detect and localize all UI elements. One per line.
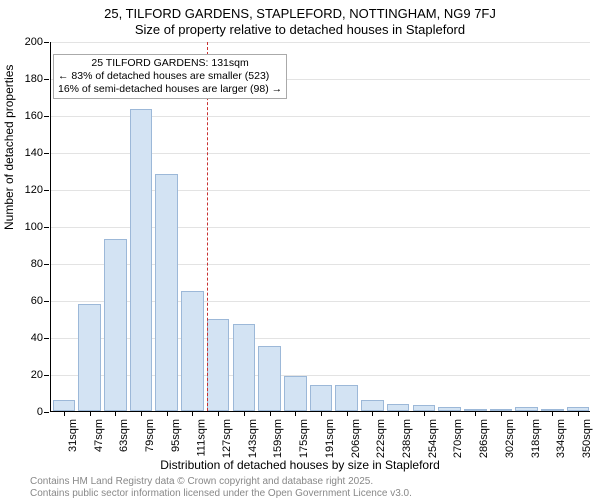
y-tick xyxy=(44,227,49,228)
x-tick xyxy=(218,411,219,416)
x-tick xyxy=(552,411,553,416)
y-tick-label: 160 xyxy=(25,110,43,122)
x-tick xyxy=(501,411,502,416)
gridline xyxy=(51,42,590,43)
x-tick xyxy=(578,411,579,416)
histogram-bar xyxy=(284,376,307,411)
y-tick xyxy=(44,375,49,376)
x-tick-label: 31sqm xyxy=(67,419,79,452)
histogram-bar xyxy=(335,385,358,411)
y-tick-label: 120 xyxy=(25,184,43,196)
x-tick-label: 159sqm xyxy=(273,419,285,458)
histogram-bar xyxy=(53,400,76,411)
y-tick-label: 60 xyxy=(31,295,43,307)
x-tick-label: 222sqm xyxy=(375,419,387,458)
x-tick-label: 254sqm xyxy=(427,419,439,458)
y-tick xyxy=(44,338,49,339)
histogram-bar xyxy=(310,385,333,411)
y-tick xyxy=(44,116,49,117)
x-tick-label: 302sqm xyxy=(504,419,516,458)
x-tick-label: 79sqm xyxy=(144,419,156,452)
x-tick-label: 334sqm xyxy=(555,419,567,458)
footer-attribution: Contains HM Land Registry data © Crown c… xyxy=(30,476,412,500)
x-tick-label: 238sqm xyxy=(401,419,413,458)
x-tick xyxy=(347,411,348,416)
annotation-line-1: 25 TILFORD GARDENS: 131sqm xyxy=(58,57,282,70)
y-tick-label: 180 xyxy=(25,73,43,85)
x-tick xyxy=(90,411,91,416)
y-tick-label: 100 xyxy=(25,221,43,233)
y-tick xyxy=(44,301,49,302)
x-tick-label: 286sqm xyxy=(478,419,490,458)
x-tick-label: 191sqm xyxy=(324,419,336,458)
histogram-bar xyxy=(233,324,256,411)
y-tick-label: 20 xyxy=(31,369,43,381)
x-tick-label: 175sqm xyxy=(298,419,310,458)
x-tick-label: 206sqm xyxy=(350,419,362,458)
footer-line-1: Contains HM Land Registry data © Crown c… xyxy=(30,476,412,488)
x-tick-label: 143sqm xyxy=(247,419,259,458)
x-axis-label: Distribution of detached houses by size … xyxy=(0,458,600,472)
histogram-bar xyxy=(78,304,101,411)
x-tick xyxy=(244,411,245,416)
chart-title-sub: Size of property relative to detached ho… xyxy=(0,22,600,37)
y-tick-label: 40 xyxy=(31,332,43,344)
x-tick-label: 47sqm xyxy=(93,419,105,452)
annotation-line-3: 16% of semi-detached houses are larger (… xyxy=(58,83,282,96)
x-tick xyxy=(270,411,271,416)
x-tick xyxy=(167,411,168,416)
x-tick xyxy=(321,411,322,416)
y-tick xyxy=(44,153,49,154)
chart-container: 25, TILFORD GARDENS, STAPLEFORD, NOTTING… xyxy=(0,0,600,500)
histogram-bar xyxy=(361,400,384,411)
y-tick xyxy=(44,42,49,43)
x-tick xyxy=(450,411,451,416)
x-tick-label: 270sqm xyxy=(453,419,465,458)
histogram-bar xyxy=(155,174,178,411)
y-tick-label: 80 xyxy=(31,258,43,270)
x-tick xyxy=(64,411,65,416)
x-tick-label: 111sqm xyxy=(195,419,207,457)
x-tick-label: 63sqm xyxy=(118,419,130,452)
x-tick xyxy=(527,411,528,416)
y-axis-label: Number of detached properties xyxy=(2,65,16,230)
chart-title-main: 25, TILFORD GARDENS, STAPLEFORD, NOTTING… xyxy=(0,6,600,21)
x-tick-label: 95sqm xyxy=(170,419,182,452)
x-tick xyxy=(475,411,476,416)
x-tick-label: 350sqm xyxy=(581,419,593,458)
histogram-bar xyxy=(181,291,204,411)
x-tick xyxy=(424,411,425,416)
y-tick xyxy=(44,412,49,413)
x-tick xyxy=(372,411,373,416)
x-tick xyxy=(295,411,296,416)
x-tick xyxy=(141,411,142,416)
plot-area: 25 TILFORD GARDENS: 131sqm ← 83% of deta… xyxy=(50,42,590,412)
y-tick-label: 0 xyxy=(37,406,43,418)
histogram-bar xyxy=(104,239,127,411)
x-tick-label: 318sqm xyxy=(530,419,542,458)
annotation-line-2: ← 83% of detached houses are smaller (52… xyxy=(58,70,282,83)
x-tick xyxy=(115,411,116,416)
x-tick xyxy=(398,411,399,416)
y-tick xyxy=(44,190,49,191)
x-tick-label: 127sqm xyxy=(221,419,233,458)
histogram-bar xyxy=(207,319,230,412)
histogram-bar xyxy=(130,109,153,411)
y-tick-label: 200 xyxy=(25,36,43,48)
y-tick-label: 140 xyxy=(25,147,43,159)
histogram-bar xyxy=(258,346,281,411)
annotation-box: 25 TILFORD GARDENS: 131sqm ← 83% of deta… xyxy=(53,54,287,99)
footer-line-2: Contains public sector information licen… xyxy=(30,488,412,500)
y-tick xyxy=(44,79,49,80)
histogram-bar xyxy=(387,404,410,411)
y-tick xyxy=(44,264,49,265)
x-tick xyxy=(192,411,193,416)
